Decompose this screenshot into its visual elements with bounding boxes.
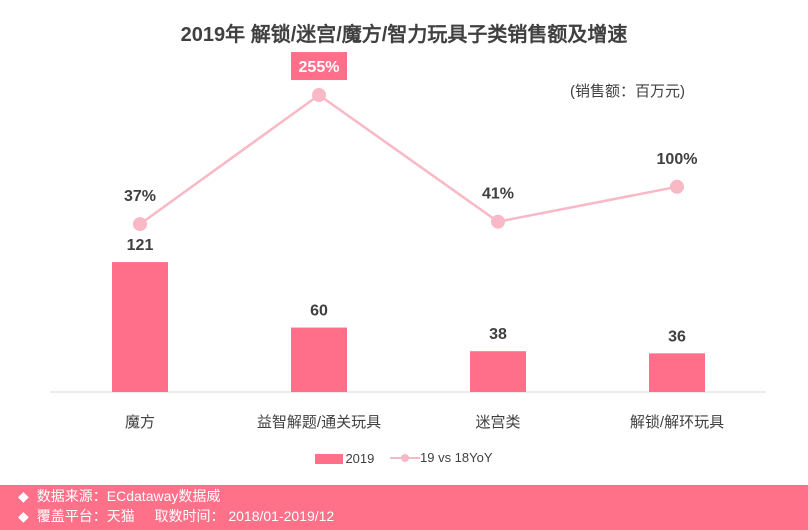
yoy-label: 255% bbox=[299, 59, 340, 76]
bar-label: 36 bbox=[668, 328, 686, 345]
category-label: 迷宫类 bbox=[475, 414, 520, 431]
source-text: 数据来源：ECdataway数据威 bbox=[36, 488, 221, 504]
legend-bar: 2019 bbox=[315, 451, 374, 466]
legend-bar-swatch bbox=[315, 453, 344, 464]
yoy-line bbox=[139, 93, 678, 226]
bar-label: 60 bbox=[310, 303, 328, 320]
yoy-label-highlight bbox=[291, 52, 347, 81]
yoy-point bbox=[312, 88, 326, 103]
bar bbox=[470, 351, 526, 392]
legend-line-swatch bbox=[390, 453, 420, 462]
period-text: 取数时间： 2018/01-2019/12 bbox=[154, 508, 335, 524]
chart-title: 2019年 解锁/迷宫/魔方/智力玩具子类销售额及增速 bbox=[180, 24, 628, 46]
yoy-point bbox=[133, 217, 147, 232]
unit-label: (销售额：百万元) bbox=[570, 83, 685, 100]
bullet-icon: ◆ bbox=[18, 508, 29, 524]
yoy-label: 37% bbox=[124, 188, 156, 205]
legend-line-label: 19 vs 18YoY bbox=[420, 450, 493, 465]
footer: ◆ 数据来源：ECdataway数据威 ◆ 覆盖平台：天猫 取数时间： 2018/0… bbox=[0, 485, 808, 530]
bar bbox=[649, 353, 705, 392]
category-label: 益智解题/通关玩具 bbox=[257, 413, 381, 431]
yoy-point bbox=[670, 179, 684, 194]
bar bbox=[291, 327, 347, 392]
legend-bar-label: 2019 bbox=[345, 451, 375, 466]
chart-plot: 121 魔方 60 益智解题/通关玩具 38 迷宫类 36 解锁/解环玩具 37% 255% 41%… bbox=[50, 52, 766, 431]
category-label: 解锁/解环玩具 bbox=[630, 414, 724, 431]
yoy-label: 41% bbox=[482, 186, 514, 203]
bar-label: 38 bbox=[489, 326, 507, 343]
bullet-icon: ◆ bbox=[18, 488, 29, 504]
legend-line: 19 vs 18YoY bbox=[390, 450, 493, 465]
category-label: 魔方 bbox=[125, 414, 155, 431]
yoy-label: 100% bbox=[657, 151, 698, 168]
bar bbox=[112, 262, 168, 392]
bar-label: 121 bbox=[127, 237, 154, 254]
platform-text: 覆盖平台：天猫 bbox=[36, 508, 135, 524]
yoy-point bbox=[491, 214, 505, 229]
legend: 2019 19 vs 18YoY bbox=[0, 450, 808, 467]
